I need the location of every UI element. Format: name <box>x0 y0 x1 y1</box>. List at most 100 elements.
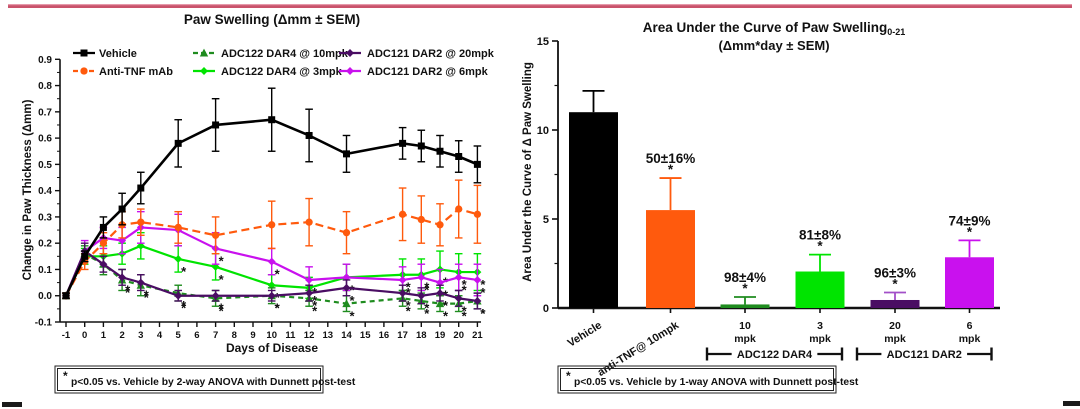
category-label-line1: 20 <box>889 320 901 332</box>
significance-asterisk: * <box>349 282 355 297</box>
data-point-marker <box>436 147 444 155</box>
bar <box>720 304 770 308</box>
data-point-marker <box>417 215 425 224</box>
line-chart-footnote-box: * p<0.05 vs. Vehicle by 2-way ANOVA with… <box>54 365 356 394</box>
data-point-marker <box>436 221 444 229</box>
significance-asterisk: * <box>892 277 898 292</box>
legend-item: Vehicle <box>73 48 137 60</box>
x-tick-label: 6 <box>194 330 199 341</box>
significance-asterisk: * <box>462 303 468 318</box>
data-point-marker <box>399 139 407 147</box>
significance-asterisk: * <box>406 298 412 313</box>
bar-group-vehicle <box>569 89 618 313</box>
line-chart-svg: Paw Swelling (Δmm ± SEM) Change in Paw T… <box>22 12 495 394</box>
legend-label: Vehicle <box>99 48 137 60</box>
data-point-marker <box>398 289 407 298</box>
data-point-marker <box>455 152 463 160</box>
data-point-marker <box>455 205 463 213</box>
significance-asterisk: * <box>349 282 355 297</box>
significance-asterisk: * <box>125 282 131 297</box>
bottom-right-corner-mark <box>1063 401 1080 406</box>
significance-asterisk: * <box>181 298 187 313</box>
legend-label: ADC122 DAR4 @ 10mpk <box>221 48 349 60</box>
bar <box>646 210 695 308</box>
bar-chart-title: Area Under the Curve of Paw Swelling0-21 <box>643 20 906 37</box>
y-tick-label: 5 <box>543 214 549 226</box>
data-point-marker <box>174 139 182 147</box>
data-point-marker <box>211 291 220 300</box>
data-point-marker <box>211 231 220 239</box>
bar-chart-title-main: Area Under the Curve of Paw Swelling <box>643 20 888 35</box>
category-label-line2: mpk <box>734 333 756 345</box>
y-tick-label: 0.6 <box>38 134 52 145</box>
legend-item: ADC121 DAR2 @ 6mpk <box>339 66 489 78</box>
line-chart-plot-area: 0.90.80.70.60.50.40.30.20.10.0-0.1-1 0 1 2 3… <box>35 48 495 341</box>
data-point-marker <box>267 257 276 266</box>
bar-group-anti-tnf10mpk: 50±16%* <box>646 151 695 313</box>
significance-asterisk: * <box>275 267 281 282</box>
bar-chart-title-subscript: 0-21 <box>887 27 905 37</box>
bar-group-10-mpk: 98±4%* <box>720 270 770 313</box>
y-tick-label: 0.5 <box>38 160 52 171</box>
percent-reduction-label: 96±3% <box>874 266 916 281</box>
data-point-marker <box>473 276 482 284</box>
x-tick-label: 8 <box>232 330 237 341</box>
legend-label: ADC122 DAR4 @ 3mpk <box>221 66 343 78</box>
bar <box>569 112 618 308</box>
significance-asterisk: * <box>742 281 748 296</box>
x-tick-label: 19 <box>435 330 446 341</box>
legend-item: ADC122 DAR4 @ 10mpk <box>193 48 349 60</box>
y-tick-label: 0.4 <box>38 186 52 197</box>
data-point-marker <box>342 229 351 237</box>
y-tick-label: 10 <box>537 125 549 137</box>
data-point-marker <box>137 218 145 226</box>
percent-reduction-label: 98±4% <box>724 270 766 285</box>
bar-chart-footnote-box: * p<0.05 vs. Vehicle by 1-way ANOVA with… <box>557 365 859 394</box>
x-tick-label: 11 <box>285 330 296 341</box>
y-tick-label: 15 <box>537 36 549 48</box>
x-tick-label: 0 <box>82 330 87 341</box>
significance-asterisk: * <box>480 277 486 292</box>
significance-asterisk: * <box>424 280 430 295</box>
data-point-marker <box>136 278 145 287</box>
data-point-marker <box>268 221 276 229</box>
legend-marker <box>346 67 354 75</box>
significance-asterisk: * <box>406 303 412 318</box>
significance-asterisk: * <box>219 301 225 316</box>
category-label-line2: mpk <box>959 333 981 345</box>
significance-asterisk: * <box>275 301 281 316</box>
bar-group-20-mpk: 96±3%* <box>870 266 920 313</box>
x-tick-label: 4 <box>157 330 163 341</box>
data-point-marker <box>473 210 482 218</box>
data-point-marker <box>342 283 351 292</box>
group-bracket-adc121-dar2: ADC121 DAR2 <box>855 347 993 361</box>
bar <box>945 257 994 308</box>
significance-asterisk: * <box>480 306 486 321</box>
significance-asterisk: * <box>144 288 150 303</box>
category-label-rotated: anti-TNF@ 10mpk <box>596 319 682 379</box>
x-tick-label: 21 <box>472 330 483 341</box>
y-tick-label: 0.9 <box>38 55 52 66</box>
data-point-marker <box>62 292 70 300</box>
line-chart-ylabel: Change in Paw Thickness (Δmm) <box>22 99 34 280</box>
significance-asterisk: * <box>817 239 823 254</box>
legend-label: ADC121 DAR2 @ 20mpk <box>367 48 495 60</box>
footnote-text: p<0.05 vs. Vehicle by 2-way ANOVA with D… <box>71 377 356 388</box>
series-vehicle <box>62 87 482 300</box>
data-point-marker <box>99 223 107 231</box>
category-label-rotated: Vehicle <box>566 319 605 349</box>
data-point-marker <box>267 291 276 300</box>
data-point-marker <box>398 210 407 218</box>
significance-asterisk: * <box>443 298 449 313</box>
x-tick-label: -1 <box>62 330 71 341</box>
data-point-marker <box>473 160 481 168</box>
significance-asterisk: * <box>219 303 225 318</box>
data-point-marker <box>305 131 313 139</box>
x-tick-label: 3 <box>138 330 143 341</box>
y-tick-label: 0.8 <box>38 81 52 92</box>
series-adc121-dar2-20mpk: * ** * * * * * * * * * <box>62 242 486 321</box>
x-tick-label: 17 <box>397 330 408 341</box>
significance-asterisk: * <box>349 309 355 324</box>
significance-asterisk: * <box>424 301 430 316</box>
percent-reduction-label: 74±9% <box>949 213 991 228</box>
